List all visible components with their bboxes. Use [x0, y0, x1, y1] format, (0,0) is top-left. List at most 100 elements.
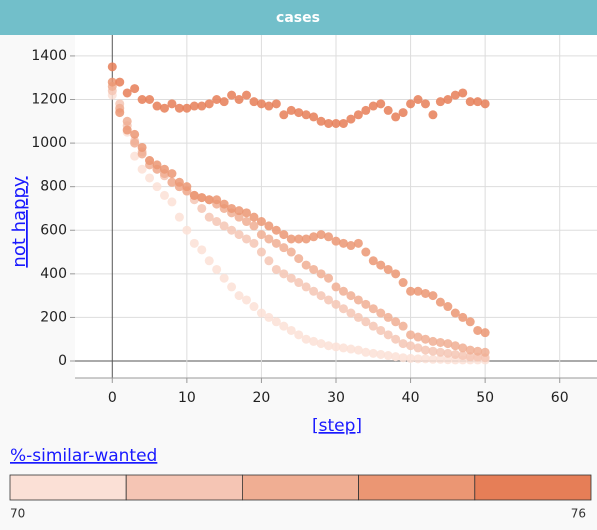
point	[167, 177, 177, 187]
point	[271, 317, 281, 327]
point	[301, 234, 311, 244]
point	[324, 232, 334, 242]
point	[279, 110, 289, 120]
point	[159, 164, 169, 174]
point	[428, 291, 438, 301]
point	[324, 118, 334, 128]
point	[376, 260, 386, 270]
point	[145, 95, 155, 105]
point	[398, 353, 408, 363]
point	[130, 84, 140, 94]
point	[450, 90, 460, 100]
point	[413, 95, 423, 105]
legend-title[interactable]: %-similar-wanted	[10, 446, 157, 466]
point	[256, 308, 266, 318]
point	[152, 182, 162, 192]
point	[324, 341, 334, 351]
point	[301, 334, 311, 344]
point	[368, 101, 378, 111]
point	[420, 288, 430, 298]
point	[204, 212, 214, 222]
point	[212, 95, 222, 105]
point	[346, 114, 356, 124]
point	[197, 245, 207, 255]
y-tick-label: 400	[40, 266, 67, 282]
point	[353, 238, 363, 248]
point	[383, 351, 393, 361]
point	[383, 312, 393, 322]
point	[256, 247, 266, 257]
point	[331, 118, 341, 128]
point	[256, 99, 266, 109]
point	[286, 273, 296, 283]
point	[219, 199, 229, 209]
point	[167, 99, 177, 109]
point	[420, 354, 430, 364]
point	[301, 282, 311, 292]
point	[458, 351, 468, 361]
legend-bin	[358, 474, 476, 501]
point	[264, 234, 274, 244]
point	[480, 99, 490, 109]
point	[331, 282, 341, 292]
y-axis-label[interactable]: not happy	[9, 176, 30, 267]
point	[137, 164, 147, 174]
point	[234, 291, 244, 301]
legend-max: 76	[571, 507, 586, 521]
point	[219, 221, 229, 231]
point	[368, 256, 378, 266]
point	[316, 116, 326, 126]
point	[249, 302, 259, 312]
point	[368, 348, 378, 358]
point	[309, 232, 319, 242]
point	[234, 206, 244, 216]
point	[309, 336, 319, 346]
point	[286, 247, 296, 257]
point	[346, 344, 356, 354]
point	[152, 160, 162, 170]
point	[338, 118, 348, 128]
point	[435, 354, 445, 364]
point	[197, 101, 207, 111]
point	[331, 236, 341, 246]
point	[428, 346, 438, 356]
point	[406, 353, 416, 363]
point	[197, 193, 207, 203]
point	[242, 295, 252, 305]
point	[152, 101, 162, 111]
point	[346, 308, 356, 318]
point	[428, 354, 438, 364]
point	[122, 125, 132, 135]
point	[420, 99, 430, 109]
point	[465, 352, 475, 362]
point	[458, 88, 468, 98]
y-tick-label: 200	[40, 309, 67, 325]
point	[435, 297, 445, 307]
chart-title: cases	[276, 10, 320, 26]
y-tick-label: 800	[40, 179, 67, 195]
point	[398, 339, 408, 349]
point	[242, 208, 252, 218]
point	[383, 264, 393, 274]
point	[368, 304, 378, 314]
x-axis-label[interactable]: [step]	[312, 416, 362, 436]
point	[130, 138, 140, 148]
point	[167, 197, 177, 207]
point	[212, 195, 222, 205]
point	[361, 299, 371, 309]
point	[279, 243, 289, 253]
point	[316, 291, 326, 301]
point	[443, 302, 453, 312]
legend-bin	[474, 474, 592, 501]
point	[473, 325, 483, 335]
point	[294, 254, 304, 264]
point	[294, 108, 304, 118]
point	[316, 230, 326, 240]
point	[473, 346, 483, 356]
x-tick-label: 40	[402, 390, 420, 406]
point	[309, 286, 319, 296]
point	[398, 321, 408, 331]
point	[398, 108, 408, 118]
point	[450, 341, 460, 351]
